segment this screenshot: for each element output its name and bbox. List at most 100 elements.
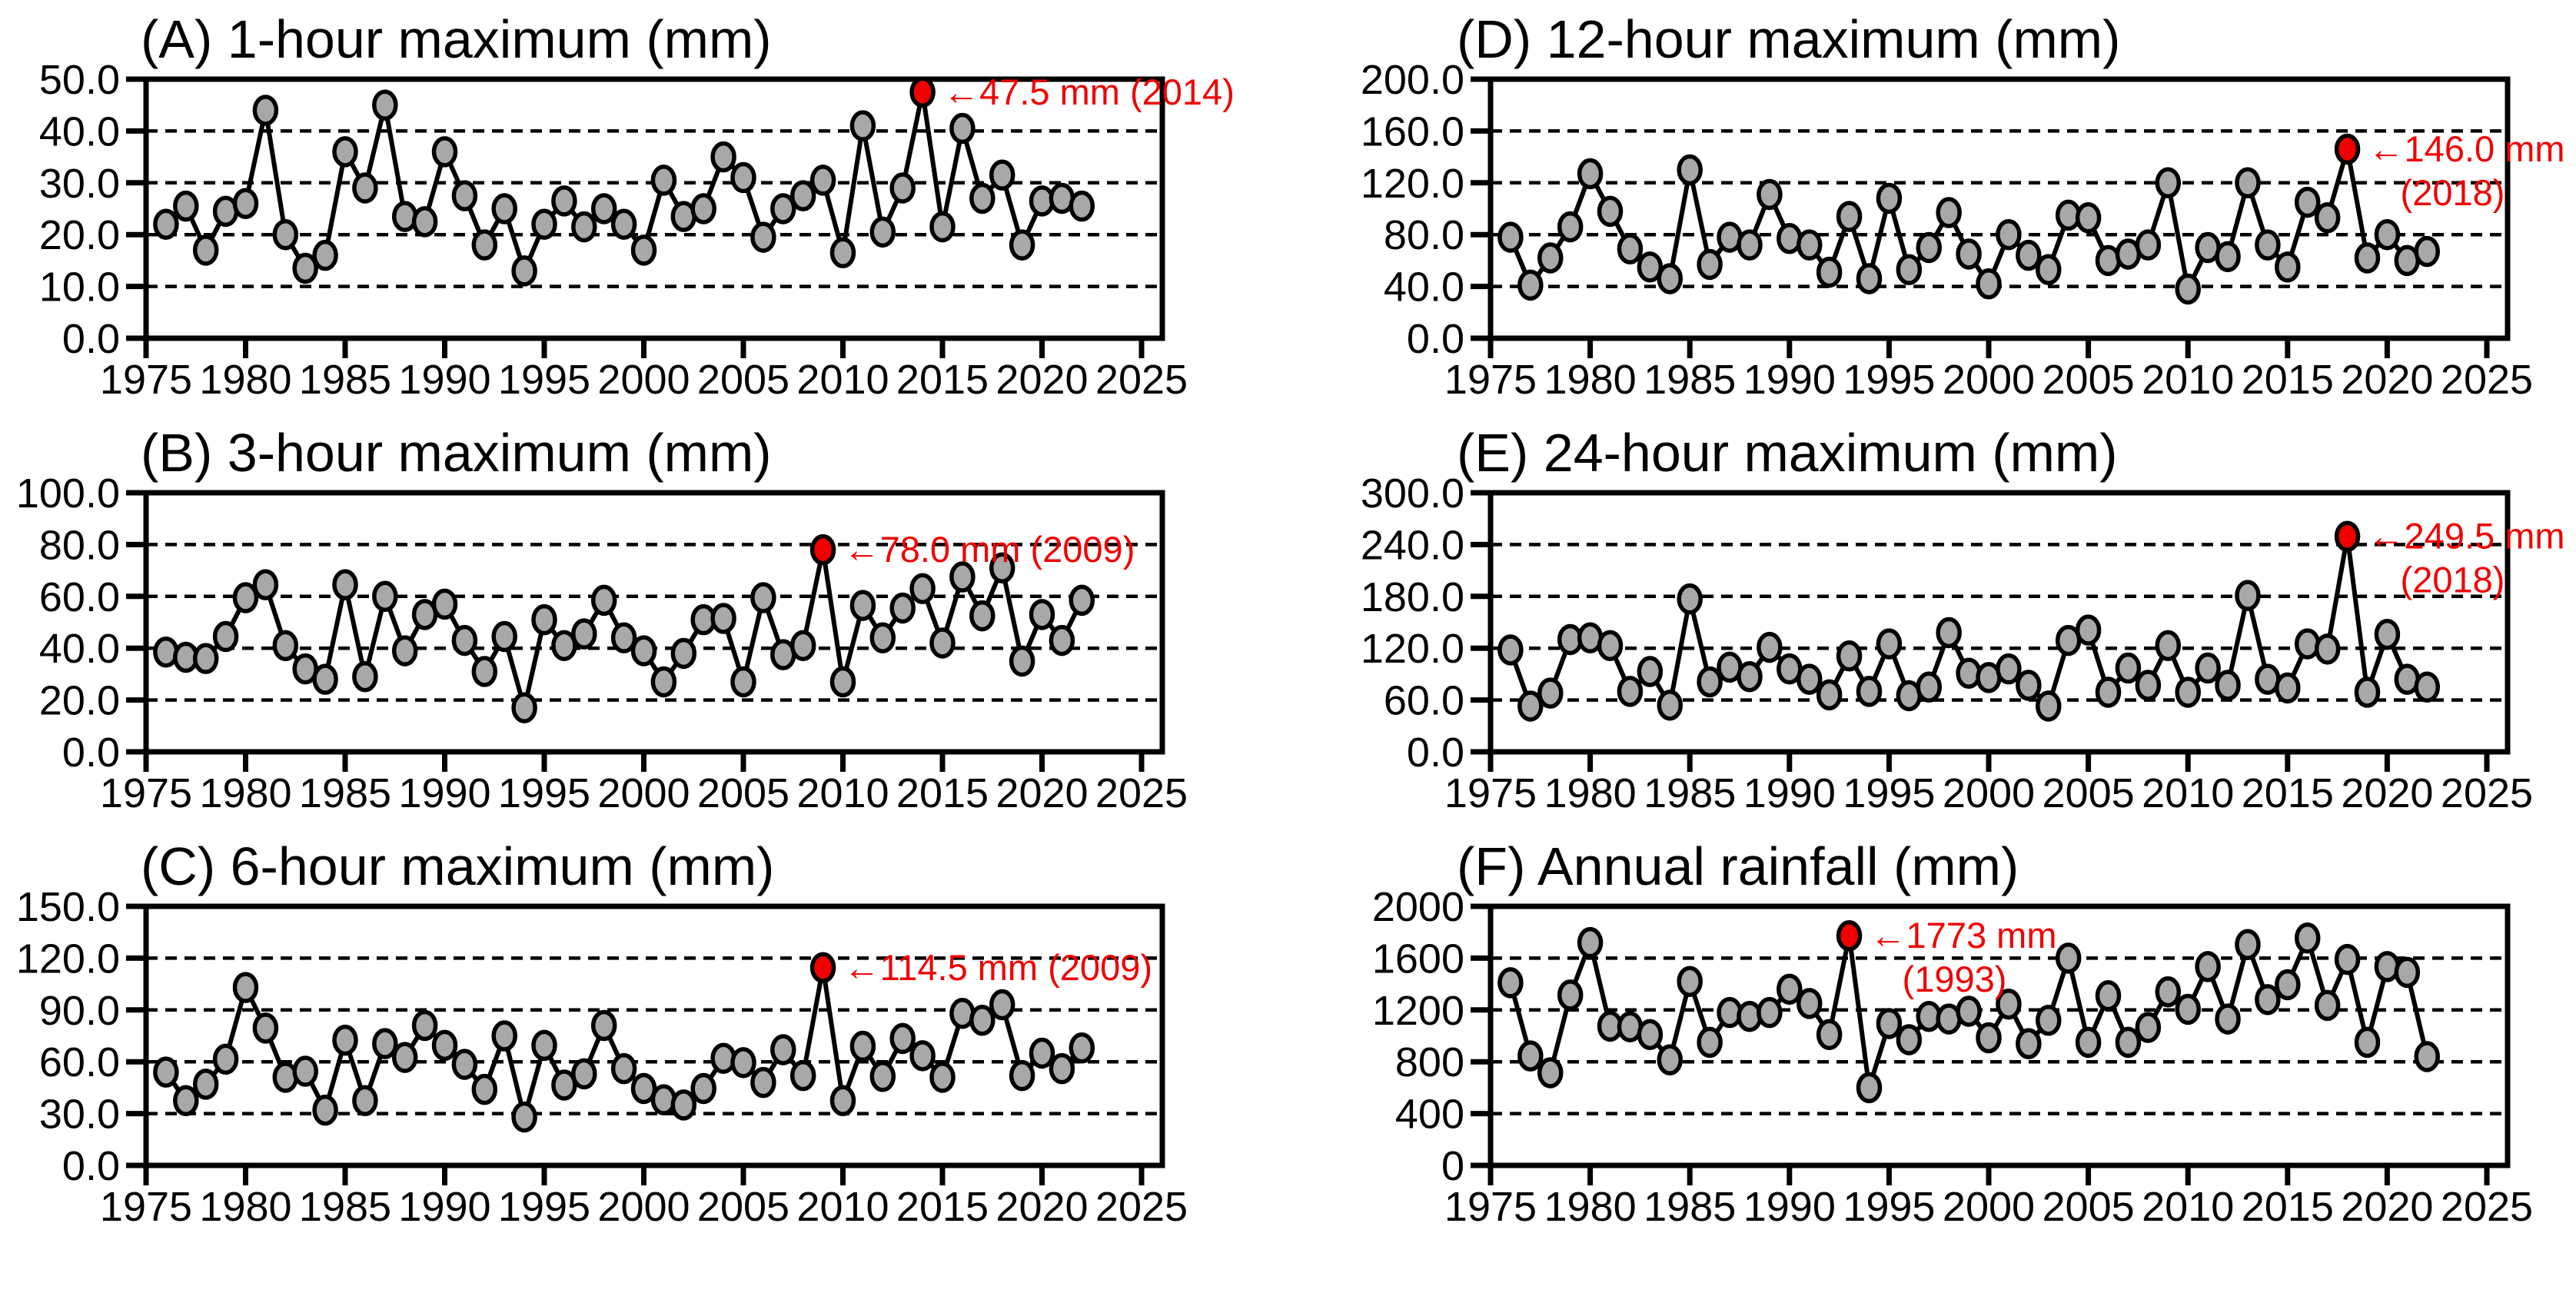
data-point: [2155, 167, 2182, 199]
data-point: [2314, 633, 2341, 665]
data-point: [1856, 263, 1883, 294]
y-axis-label: 40.0: [1384, 264, 1464, 311]
data-point: [1777, 973, 1803, 1005]
data-point: [1497, 634, 1524, 666]
y-axis-label: 1600: [1372, 936, 1464, 982]
max-annotation-line: ←114.5 mm (2009): [844, 947, 1152, 988]
x-axis-label: 1985: [1644, 1184, 1736, 1230]
x-axis-label: 1985: [1644, 357, 1736, 403]
y-axis-label: 20.0: [39, 212, 120, 258]
data-point: [690, 193, 716, 224]
data-point: [750, 582, 776, 613]
data-point: [849, 1030, 876, 1062]
data-point: [1009, 1059, 1035, 1092]
x-axis-label: 1990: [398, 357, 490, 403]
data-point: [889, 1022, 916, 1055]
data-point: [590, 193, 617, 224]
data-point: [212, 620, 239, 653]
data-point: [2374, 218, 2401, 251]
data-point: [1796, 988, 1823, 1019]
data-point: [809, 165, 836, 196]
data-point: [531, 1029, 557, 1062]
x-axis-label: 1980: [199, 770, 291, 816]
y-axis-label: 120.0: [16, 936, 120, 982]
data-point: [750, 1066, 776, 1099]
x-axis-label: 2025: [1095, 357, 1188, 403]
x-axis-label: 2005: [2043, 770, 2135, 816]
data-point: [192, 234, 219, 266]
x-axis-label: 1975: [1444, 770, 1537, 816]
data-point: [750, 221, 776, 253]
x-axis-label: 1995: [498, 357, 590, 403]
x-axis-label: 1990: [398, 770, 490, 816]
data-point: [1796, 663, 1823, 695]
data-point: [730, 666, 756, 698]
data-point: [431, 588, 458, 620]
data-point: [312, 1094, 338, 1126]
data-point: [252, 95, 279, 126]
data-point: [1617, 233, 1644, 264]
x-axis-label: 2015: [896, 357, 989, 403]
y-axis-label: 2000: [1372, 884, 1464, 930]
data-point: [869, 216, 896, 248]
y-axis-label: 80.0: [39, 522, 120, 568]
data-point: [849, 110, 876, 141]
data-point: [869, 1061, 896, 1092]
y-axis-label: 800: [1395, 1039, 1464, 1085]
x-axis-label: 2000: [597, 357, 690, 403]
data-point: [1796, 229, 1823, 261]
y-axis-label: 0.0: [1407, 316, 1464, 362]
data-point: [770, 193, 796, 224]
data-point: [789, 180, 816, 211]
data-point: [1637, 656, 1664, 687]
data-point: [670, 637, 697, 670]
data-point: [551, 185, 577, 217]
data-point: [491, 193, 517, 224]
data-point: [2235, 929, 2261, 960]
data-point: [1069, 190, 1095, 222]
x-axis-label: 2015: [896, 1184, 989, 1230]
y-axis-label: 10.0: [39, 264, 120, 311]
data-point: [1996, 653, 2022, 685]
data-point: [2275, 969, 2301, 1001]
data-point: [1009, 645, 1035, 677]
data-point: [2195, 652, 2221, 684]
data-point: [531, 603, 557, 636]
data-point: [1757, 996, 1783, 1029]
data-point: [431, 1029, 458, 1062]
x-axis-label: 1990: [1743, 770, 1836, 816]
data-point: [1757, 631, 1783, 663]
y-axis-label: 60.0: [39, 574, 120, 620]
data-point: [630, 234, 657, 266]
data-point: [690, 1072, 716, 1105]
data-point: [2135, 670, 2162, 701]
data-point: [372, 1028, 398, 1059]
y-axis-label: 1200: [1372, 988, 1464, 1034]
data-point: [2215, 241, 2241, 273]
data-point: [1816, 1019, 1843, 1051]
x-axis-label: 2020: [995, 770, 1088, 816]
data-point: [1557, 979, 1584, 1011]
max-data-point: [2334, 133, 2361, 165]
data-point: [2354, 242, 2381, 274]
max-data-point: [2334, 520, 2361, 552]
data-point: [372, 580, 398, 613]
data-point: [2115, 1026, 2142, 1059]
data-point: [590, 584, 617, 617]
data-point: [1697, 666, 1723, 698]
x-axis-label: 2020: [995, 1184, 1088, 1230]
data-point: [332, 1024, 358, 1056]
data-point: [2334, 943, 2361, 976]
data-point: [2354, 1026, 2381, 1059]
data-point: [232, 188, 259, 220]
data-point: [630, 635, 657, 666]
data-point: [989, 159, 1015, 191]
max-annotation-line: ←47.5 mm (2014): [943, 71, 1235, 112]
data-point: [1517, 690, 1544, 722]
data-point: [2175, 993, 2201, 1025]
data-point: [1677, 583, 1703, 615]
y-axis-label: 0.0: [62, 730, 120, 776]
data-point: [1697, 248, 1723, 281]
